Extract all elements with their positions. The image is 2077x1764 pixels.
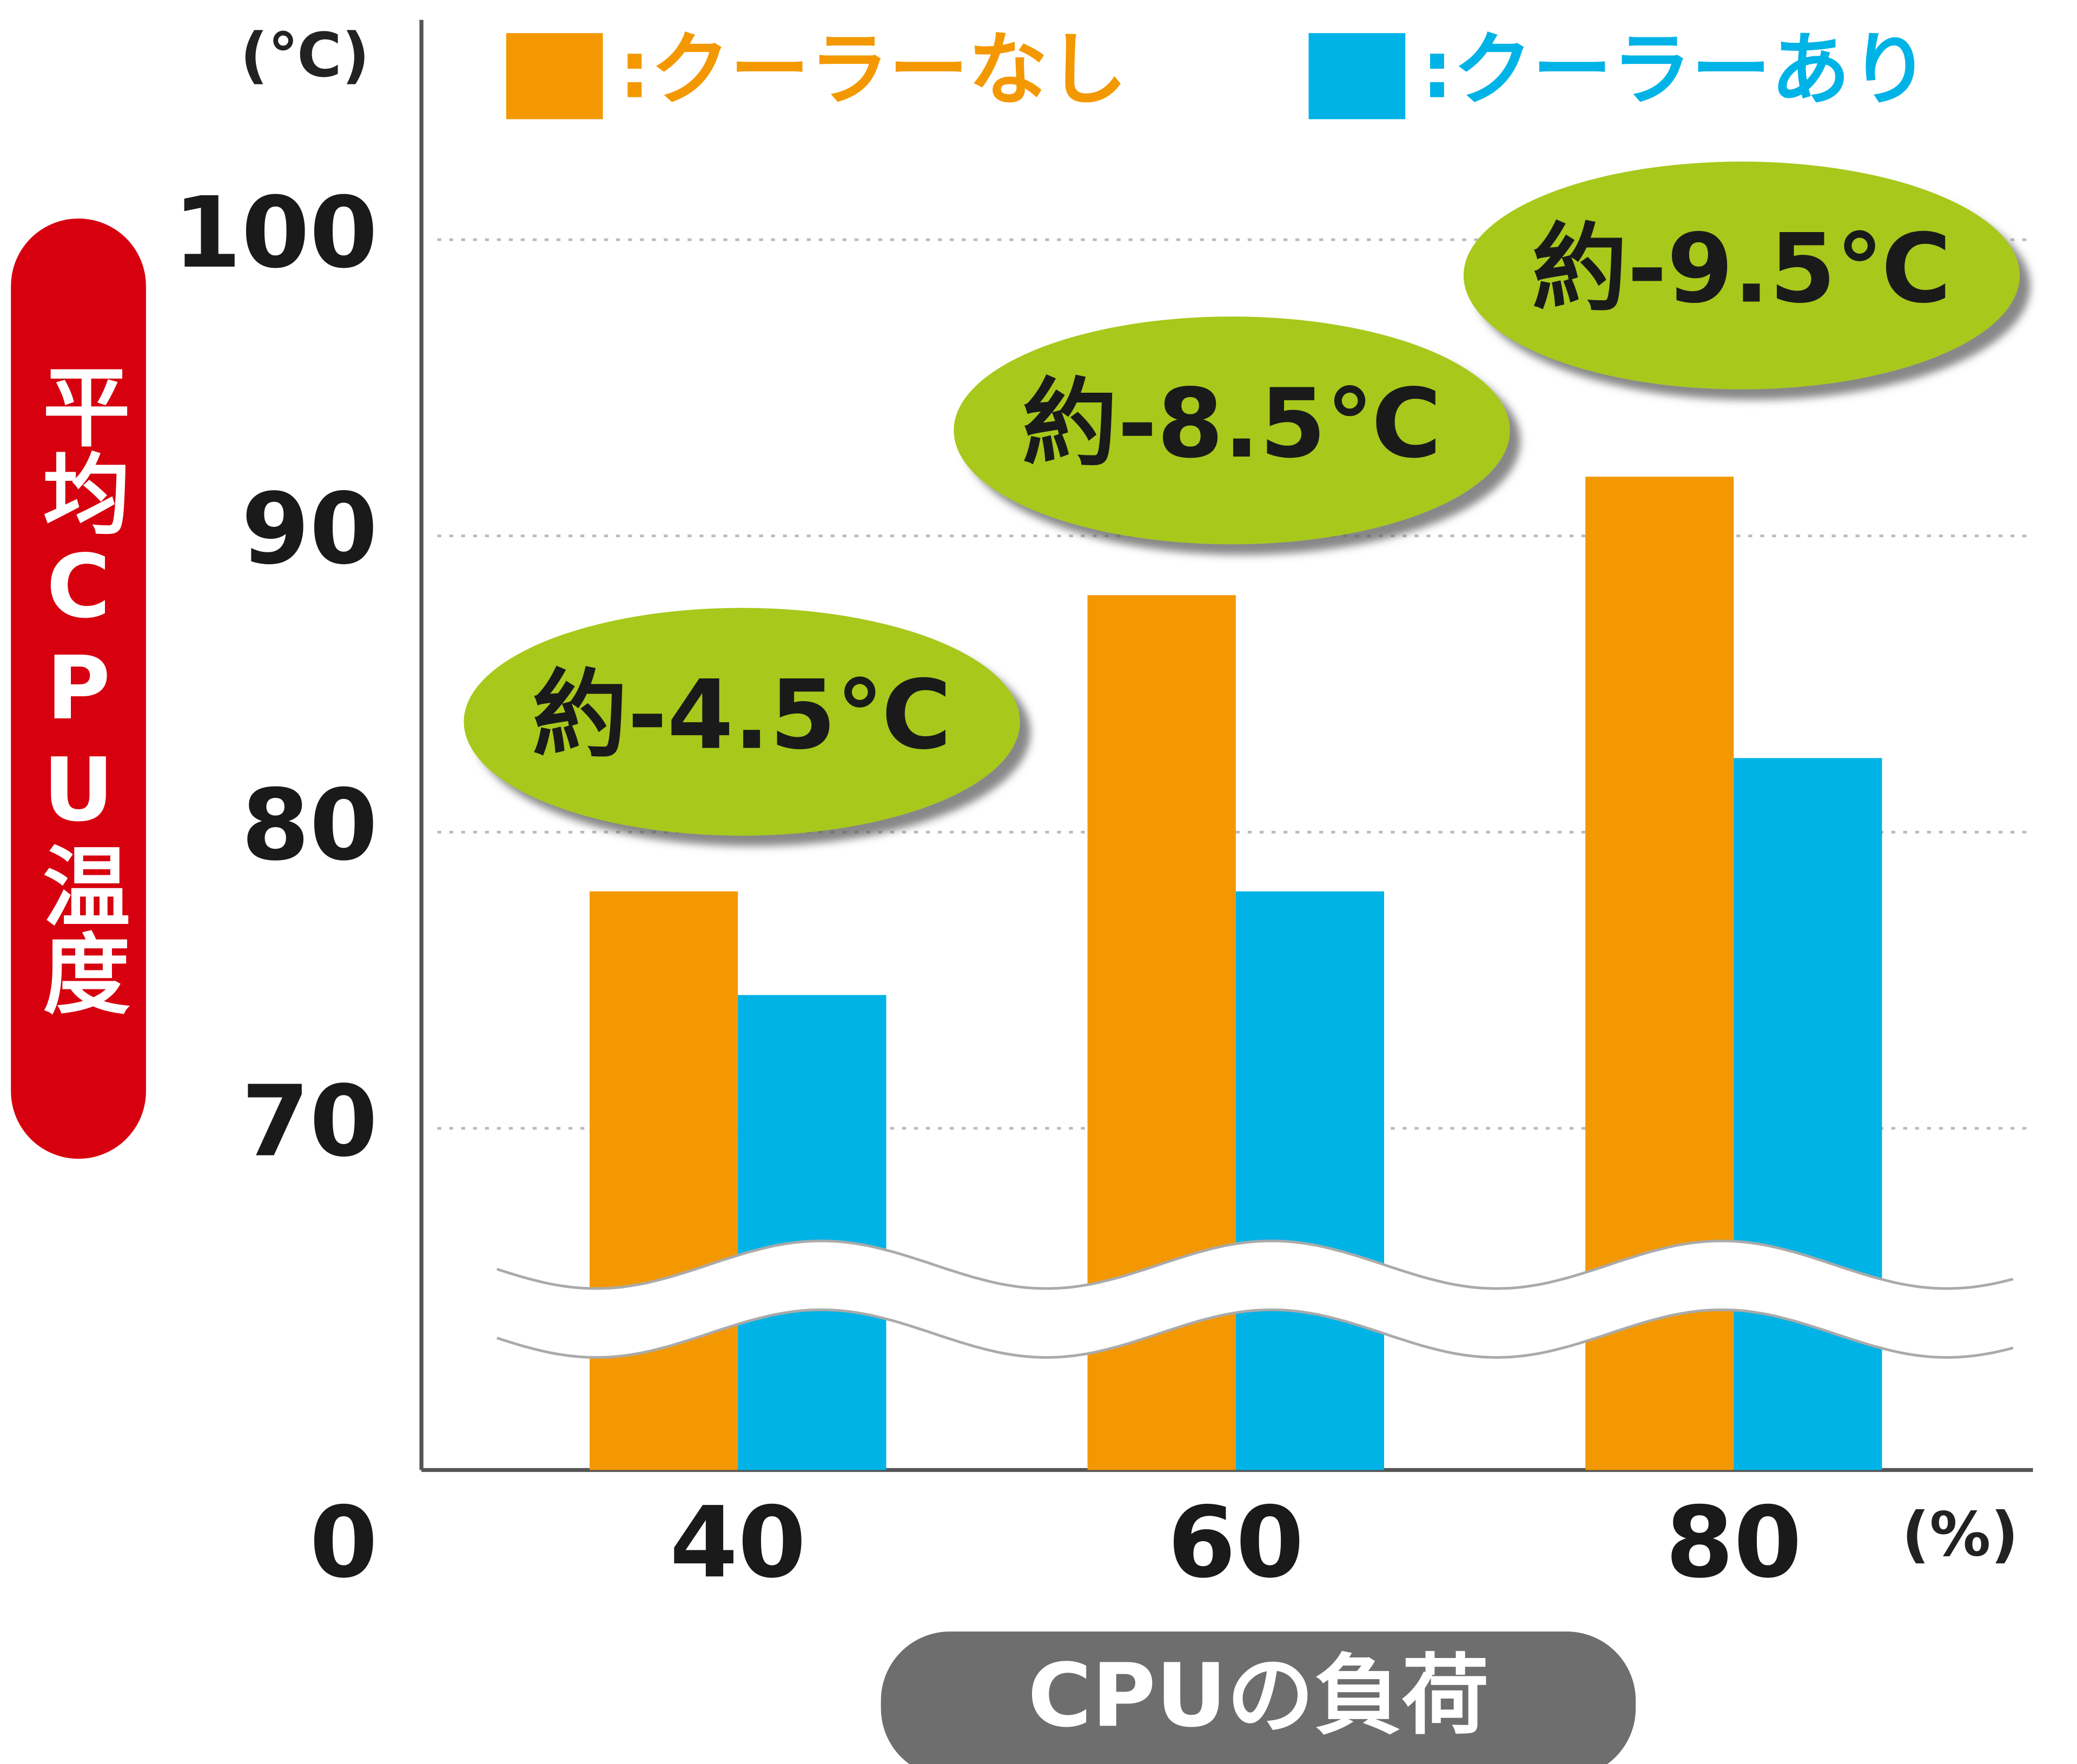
bar [1235,891,1384,1470]
x-tick-label: 60 [1168,1485,1304,1600]
bar [1734,758,1882,1470]
axis-break-line [496,1239,2014,1290]
annotation-bubble [954,316,1510,545]
axis-break-line [496,1308,2014,1359]
axis-break-fill [497,1240,2013,1358]
legend-swatch [1308,33,1406,120]
y-tick-label: 80 [241,768,378,882]
y-tick-label: 0 [309,1485,378,1600]
y-tick-label: 90 [241,472,378,586]
bar [590,891,738,1470]
y-label-pill [11,218,146,1159]
annotation: 約-4.5℃ [532,659,951,771]
x-unit: (%) [1902,1499,2019,1570]
bar [738,995,887,1470]
y-tick-label: 70 [241,1065,378,1179]
legend-swatch [506,33,603,120]
legend-label: :クーラーなし [619,24,1127,116]
x-tick-label: 40 [670,1485,806,1600]
y-axis-label: 平均CPU温度 [28,361,129,1016]
x-label-pill [881,1631,1636,1764]
annotation-bubble [464,607,1020,836]
y-unit: (℃) [240,19,369,91]
x-axis-label: CPUの負荷 [1028,1645,1489,1747]
annotation-bubble [1463,161,2020,389]
y-tick-label: 100 [173,176,378,290]
annotation: 約-8.5℃ [1022,368,1441,479]
legend-label: :クーラーあり [1421,24,1930,116]
annotation: 約-9.5℃ [1532,213,1951,325]
x-tick-label: 80 [1665,1485,1802,1600]
